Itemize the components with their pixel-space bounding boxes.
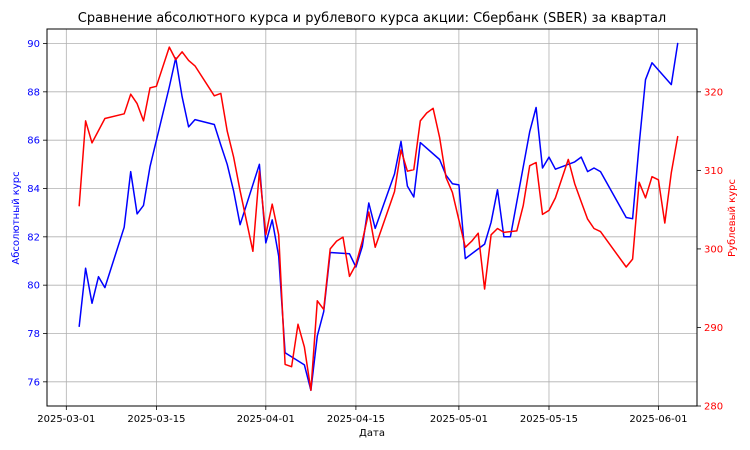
x-tick-label: 2025-06-01 xyxy=(629,414,687,425)
left-axis-label: Абсолютный курс xyxy=(11,171,22,264)
left-tick-label: 90 xyxy=(27,39,40,50)
x-tick-label: 2025-04-01 xyxy=(237,414,295,425)
right-axis-label: Рублевый курс xyxy=(727,179,738,257)
right-tick-label: 320 xyxy=(704,87,723,98)
left-tick-label: 82 xyxy=(27,232,40,243)
left-tick-label: 76 xyxy=(27,377,40,388)
x-tick-label: 2025-05-01 xyxy=(430,414,488,425)
right-tick-label: 310 xyxy=(704,166,723,177)
x-tick-label: 2025-04-15 xyxy=(327,414,385,425)
right-tick-label: 280 xyxy=(704,402,723,413)
x-tick-label: 2025-03-01 xyxy=(37,414,95,425)
left-tick-label: 80 xyxy=(27,281,40,292)
x-axis-ticks: 2025-03-01 2025-03-15 2025-04-01 2025-04-15… xyxy=(37,406,687,425)
plot-frame xyxy=(46,28,698,407)
right-axis-ticks: 280 290 300 310 320 xyxy=(697,87,723,413)
left-tick-label: 88 xyxy=(27,87,40,98)
left-tick-label: 78 xyxy=(27,329,40,340)
right-tick-label: 290 xyxy=(704,323,723,334)
left-tick-label: 86 xyxy=(27,136,40,147)
x-tick-label: 2025-05-15 xyxy=(520,414,578,425)
plot-series xyxy=(78,42,679,392)
ruble-price-line xyxy=(78,46,679,392)
absolute-price-line xyxy=(78,42,679,392)
grid-lines xyxy=(47,29,697,406)
x-tick-label: 2025-03-15 xyxy=(127,414,185,425)
chart-title: Сравнение абсолютного курса и рублевого … xyxy=(78,11,666,26)
left-axis-ticks: 76 78 80 82 84 86 88 90 xyxy=(27,39,47,388)
left-tick-label: 84 xyxy=(27,184,40,195)
right-tick-label: 300 xyxy=(704,244,723,255)
x-axis-label: Дата xyxy=(359,428,385,439)
